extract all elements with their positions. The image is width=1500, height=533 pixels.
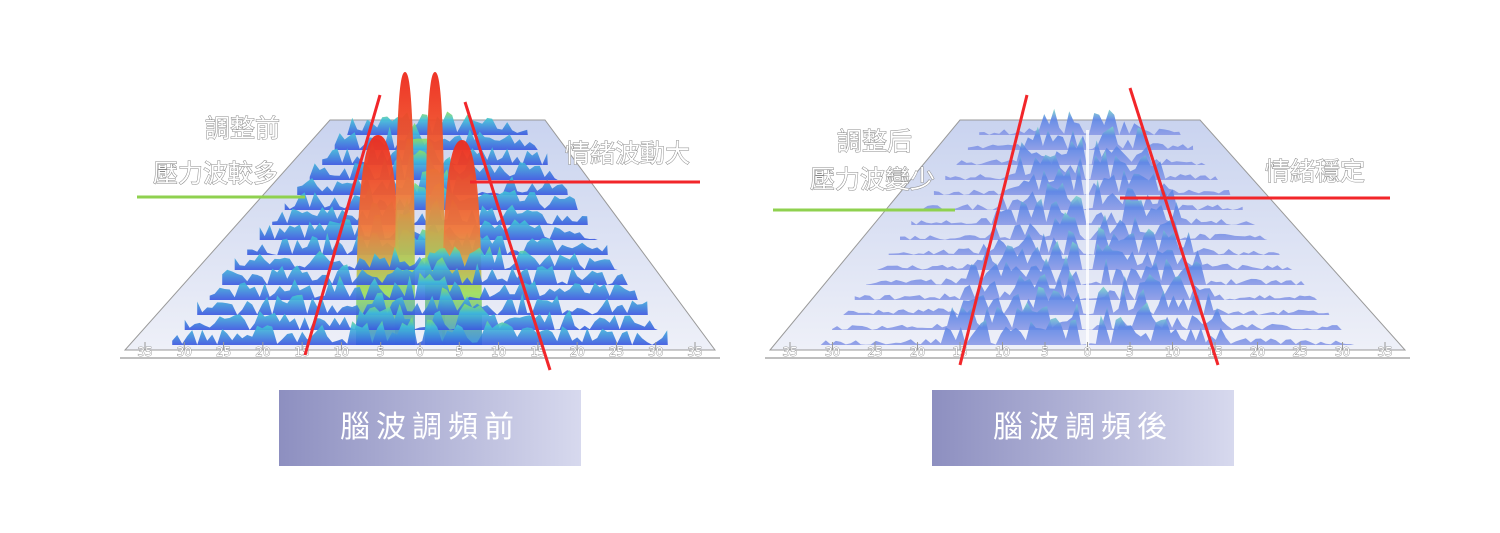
illustration: 35 30 25 20 15 10 5 0 5 10 15 20 25 30 35調整前壓力波較多情緒波動大… [120,72,1410,466]
wave-ridge [309,150,558,180]
peak [356,135,400,345]
caption-box [932,390,1234,466]
wave-ridge [172,316,668,345]
axis-tick-label: 10 [334,345,349,359]
red-divider [1128,87,1220,366]
axis-tick-label: 35 [782,345,797,359]
annotation-top: 調整前 [205,114,280,143]
red-divider [303,94,382,356]
axis-tick-label: 20 [570,345,585,359]
axis-tick-label: 25 [216,345,231,359]
wave-ridge [832,302,1342,330]
axis-tick-label: 30 [825,345,840,359]
axis-tick-label: 30 [177,345,192,359]
wave-ridge [877,240,1293,270]
wave-ridge [197,287,648,315]
wave-ridge [272,198,588,225]
wave-ridge [843,286,1330,315]
axis-tick-label: 35 [137,345,152,359]
caption: 腦波調頻後 [993,410,1173,445]
wave-ridge [967,126,1194,150]
brainwave-panel: 35 30 25 20 15 10 5 0 5 10 15 20 25 30 35調整前壓力波較多情緒波動大… [120,72,720,466]
axis-tick-label: 20 [910,345,925,359]
wave-ridge [222,257,628,285]
caption: 腦波調頻前 [340,410,520,445]
caption-box [279,390,581,466]
axis-tick-label: 25 [867,345,882,359]
axis-tick-label: 5 [1126,345,1134,359]
axis-tick-label: 0 [416,345,424,359]
axis-tick-label: 5 [377,345,385,359]
wave-ridge [866,255,1305,285]
wave-ridge [933,165,1231,195]
red-divider [463,101,552,371]
axis-tick-label: 10 [491,345,506,359]
axis-tick-label: 25 [609,345,624,359]
wave-ridge [259,212,598,240]
red-divider [958,94,1029,366]
wave-ridge [854,271,1318,300]
wave-ridge [820,315,1355,345]
axis-tick-label: 5 [1041,345,1049,359]
annotation-right: 情緒穩定 [1265,157,1365,186]
wave-ridge [184,303,658,330]
annotation-left: 壓力波較多 [153,159,278,188]
brainwave-panel: 353025201510505101520253035調整后壓力波變少情緒穩定腦… [765,87,1410,466]
axis-tick-label: 25 [1292,345,1307,359]
wave-ridge [979,108,1181,135]
annotation-left: 壓力波變少 [810,165,935,194]
axis-tick-label: 5 [455,345,463,359]
axis-tick-label: 10 [995,345,1010,359]
annotation-right: 情緒波動大 [565,139,690,168]
axis-tick-label: 30 [648,345,663,359]
axis-tick-label: 10 [1165,345,1180,359]
axis-tick-label: 35 [687,345,702,359]
wave-ridge [922,179,1243,210]
axis-tick-label: 0 [1084,345,1092,359]
axis-tick-label: 35 [1377,345,1392,359]
axis-tick-label: 30 [1335,345,1350,359]
axis-tick-label: 20 [1250,345,1265,359]
axis-tick-label: 20 [255,345,270,359]
annotation-top: 調整后 [837,127,912,156]
wave-ridge [209,272,638,300]
wave-ridge [945,150,1218,180]
